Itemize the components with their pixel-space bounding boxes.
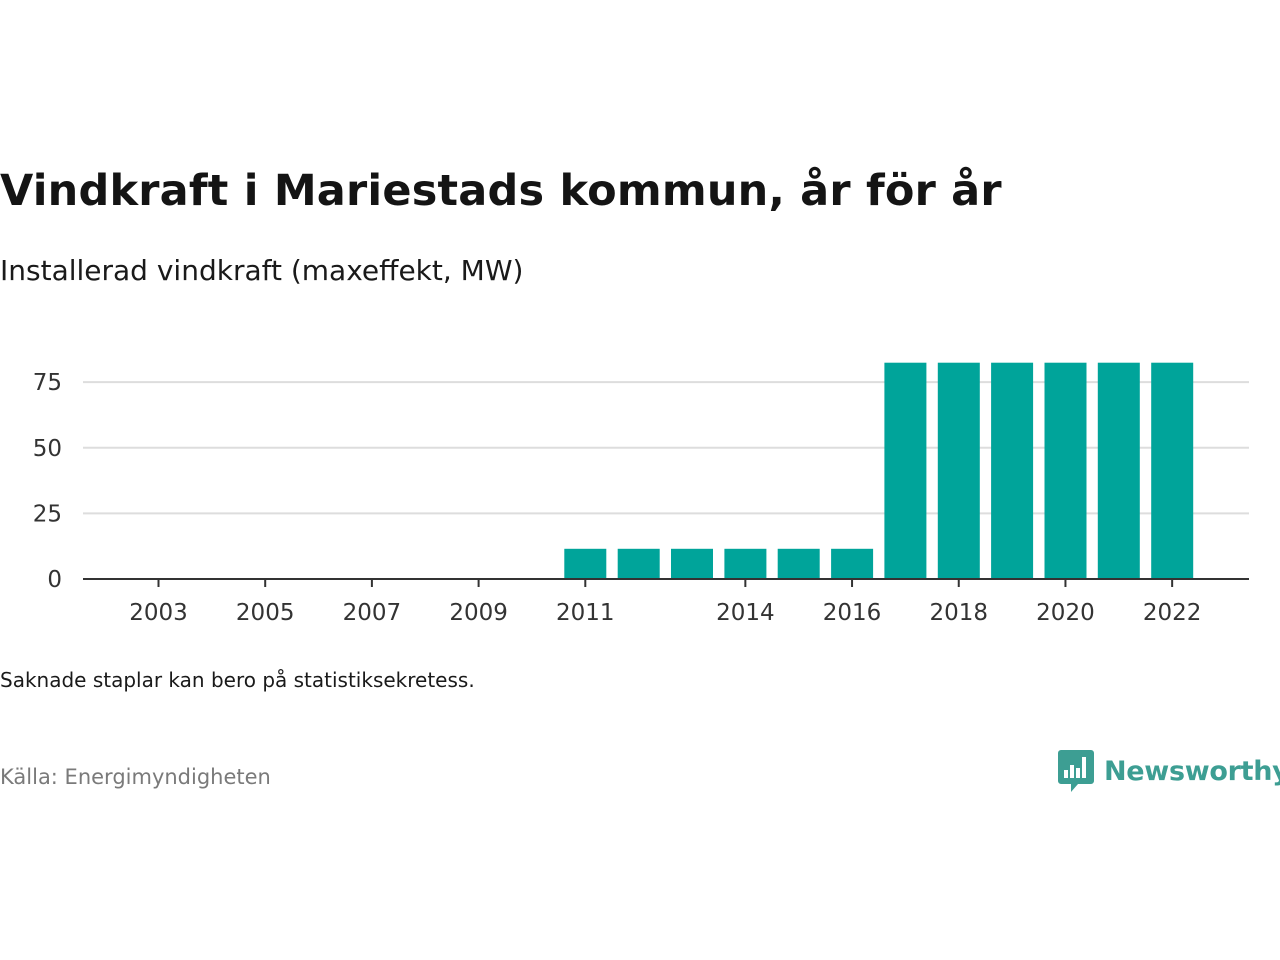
x-tick-label: 2022 bbox=[1143, 600, 1202, 626]
x-tick-label: 2014 bbox=[716, 600, 775, 626]
source-credit: Källa: Energimyndigheten bbox=[0, 765, 271, 789]
brand-name: Newsworthy bbox=[1104, 755, 1280, 787]
y-tick-label: 50 bbox=[33, 436, 62, 462]
x-tick-label: 2020 bbox=[1036, 600, 1095, 626]
chart-title: Vindkraft i Mariestads kommun, år för år bbox=[0, 166, 1002, 216]
y-tick-label: 0 bbox=[47, 567, 62, 593]
bar-2014 bbox=[724, 548, 767, 579]
bar-2015 bbox=[777, 548, 820, 579]
bar-2019 bbox=[991, 362, 1034, 579]
x-tick-label: 2018 bbox=[929, 600, 988, 626]
axes bbox=[83, 578, 1249, 587]
newsworthy-logo-icon bbox=[1058, 750, 1094, 792]
footnote: Saknade staplar kan bero på statistiksek… bbox=[0, 668, 475, 692]
y-tick-label: 75 bbox=[33, 370, 62, 396]
tick-labels: 0 25 50 75 2003 2005 2007 2009 2011 2014 2016 2018 2… bbox=[33, 370, 1202, 626]
y-tick-label: 25 bbox=[33, 501, 62, 527]
bar-2017 bbox=[884, 362, 927, 579]
x-tick-label: 2007 bbox=[343, 600, 402, 626]
x-tick-label: 2011 bbox=[556, 600, 615, 626]
bar-2021 bbox=[1097, 362, 1140, 579]
chart-subtitle: Installerad vindkraft (maxeffekt, MW) bbox=[0, 254, 524, 287]
x-tick-label: 2003 bbox=[129, 600, 188, 626]
bar-2020 bbox=[1044, 362, 1087, 579]
bar-2018 bbox=[937, 362, 980, 579]
x-tick-label: 2009 bbox=[449, 600, 508, 626]
bar-2022 bbox=[1151, 362, 1194, 579]
bar-chart: 0 25 50 75 2003 2005 2007 2009 2011 2014 2016 2018 2… bbox=[33, 362, 1249, 626]
brand-logo: Newsworthy bbox=[1058, 748, 1280, 794]
bar-2016 bbox=[831, 548, 874, 579]
bar-2011 bbox=[564, 548, 607, 579]
bar-2012 bbox=[617, 548, 660, 579]
x-tick-label: 2005 bbox=[236, 600, 295, 626]
x-tick-label: 2016 bbox=[823, 600, 882, 626]
bars bbox=[564, 362, 1194, 579]
bar-2013 bbox=[671, 548, 713, 579]
